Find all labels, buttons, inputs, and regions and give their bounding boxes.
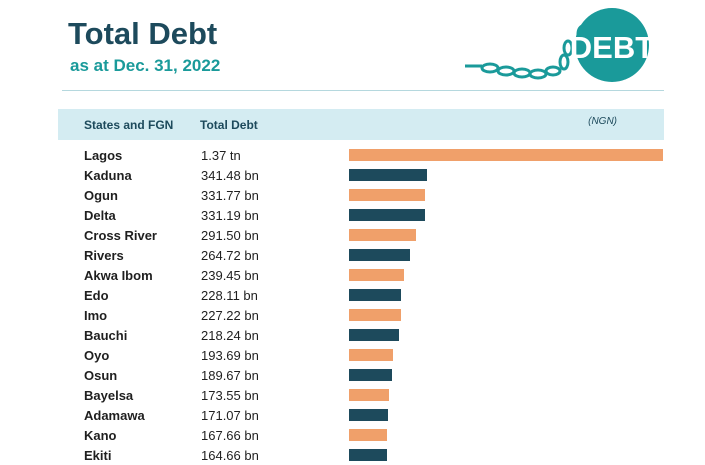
debt-value-label: 171.07 bn <box>201 408 259 423</box>
debt-value-label: 331.19 bn <box>201 208 259 223</box>
bar <box>349 389 389 401</box>
bar <box>349 289 401 301</box>
category-label: Ogun <box>84 188 118 203</box>
debt-value-label: 164.66 bn <box>201 448 259 463</box>
category-label: Edo <box>84 288 109 303</box>
table-header: States and FGN Total Debt (NGN) <box>58 109 664 140</box>
bar <box>349 269 404 281</box>
category-label: Lagos <box>84 148 123 163</box>
chart-subtitle: as at Dec. 31, 2022 <box>70 56 221 75</box>
category-label: Bayelsa <box>84 388 134 403</box>
bar <box>349 189 425 201</box>
debt-value-label: 173.55 bn <box>201 388 259 403</box>
logo-text: DEBT <box>570 30 654 65</box>
bar <box>349 329 399 341</box>
category-label: Oyo <box>84 348 110 363</box>
category-label: Kano <box>84 428 117 443</box>
debt-value-label: 331.77 bn <box>201 188 259 203</box>
chart-title: Total Debt <box>68 16 218 51</box>
bar <box>349 169 427 181</box>
divider <box>62 90 664 91</box>
category-label: Bauchi <box>84 328 128 343</box>
bar <box>349 349 393 361</box>
bar <box>349 449 387 461</box>
debt-value-label: 228.11 bn <box>201 288 258 303</box>
column-header-state: States and FGN <box>84 118 174 132</box>
category-label: Cross River <box>84 228 157 243</box>
debt-value-label: 341.48 bn <box>201 168 259 183</box>
bar <box>349 309 401 321</box>
bar <box>349 409 388 421</box>
debt-value-label: 1.37 tn <box>201 148 241 163</box>
debt-value-label: 218.24 bn <box>201 328 259 343</box>
debt-value-label: 264.72 bn <box>201 248 259 263</box>
debt-value-label: 291.50 bn <box>201 228 259 243</box>
category-label: Adamawa <box>84 408 145 423</box>
debt-value-label: 193.69 bn <box>201 348 259 363</box>
bar <box>349 229 416 241</box>
category-label: Rivers <box>84 248 124 263</box>
bar <box>349 369 392 381</box>
bar <box>349 429 387 441</box>
category-label: Akwa Ibom <box>84 268 153 283</box>
unit-label: (NGN) <box>588 116 617 127</box>
bar <box>349 149 663 161</box>
bar <box>349 249 410 261</box>
category-label: Delta <box>84 208 116 223</box>
bar <box>349 209 425 221</box>
debt-value-label: 189.67 bn <box>201 368 259 383</box>
category-label: Kaduna <box>84 168 132 183</box>
debt-value-label: 227.22 bn <box>201 308 259 323</box>
debt-ball-chain-icon: DEBT <box>465 8 654 82</box>
column-header-debt: Total Debt <box>200 118 258 132</box>
category-label: Imo <box>84 308 108 323</box>
category-label: Ekiti <box>84 448 112 463</box>
debt-value-label: 239.45 bn <box>201 268 259 283</box>
debt-value-label: 167.66 bn <box>201 428 259 443</box>
category-label: Osun <box>84 368 118 383</box>
chain-icon <box>465 39 574 80</box>
